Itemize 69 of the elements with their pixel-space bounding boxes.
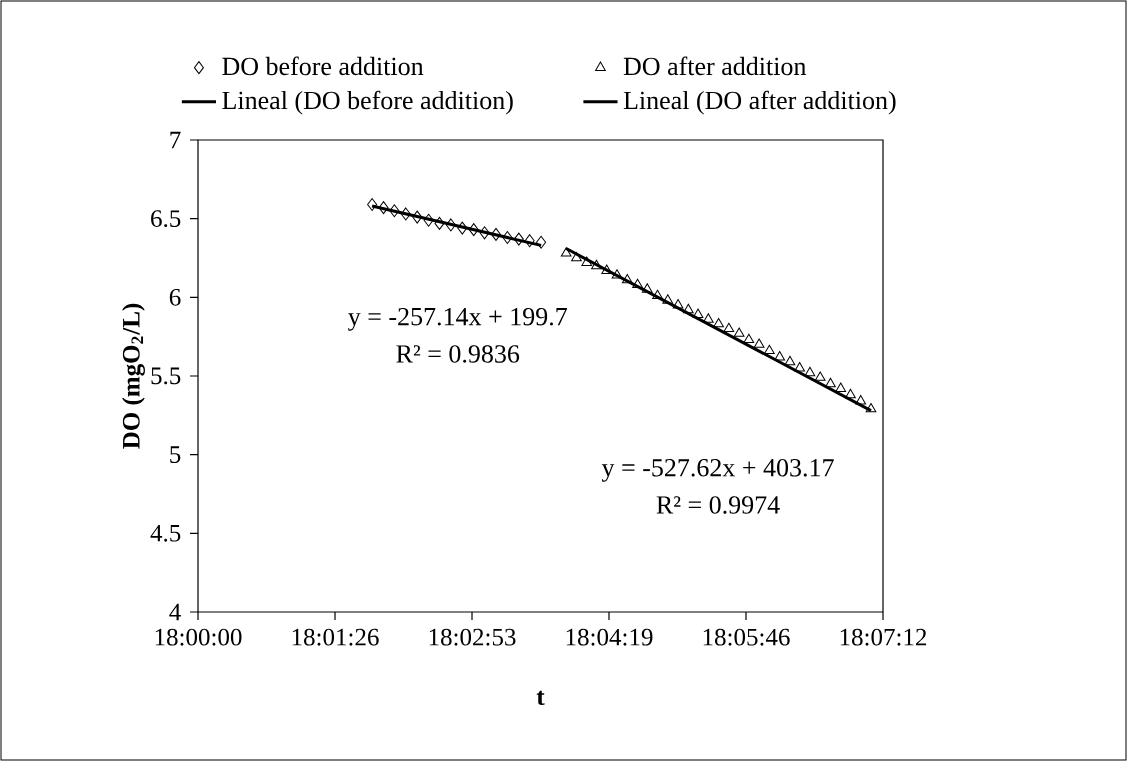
point	[423, 213, 434, 227]
annotation: y = -257.14x + 199.7	[348, 307, 567, 331]
point	[845, 388, 856, 399]
point	[536, 235, 547, 249]
point	[400, 207, 411, 221]
point	[764, 344, 775, 355]
point	[632, 278, 643, 289]
point	[865, 402, 877, 413]
point	[513, 232, 524, 246]
point	[412, 210, 423, 224]
point	[389, 204, 400, 218]
legend-label: DO after addition	[623, 56, 807, 76]
y-tick-label: 7	[170, 131, 181, 149]
point	[378, 201, 389, 215]
point	[611, 269, 623, 279]
point	[825, 377, 836, 388]
x-tick-label: 18:04:19	[566, 628, 653, 646]
y-tick-label: 4	[169, 603, 181, 621]
point	[814, 371, 826, 381]
point	[804, 366, 816, 377]
x-tick-label: 18:01:26	[292, 628, 379, 646]
point	[479, 226, 490, 240]
x-tick-label: 18:05:46	[703, 628, 790, 646]
point	[652, 289, 663, 300]
point	[702, 313, 714, 323]
x-tick-label: 18:00:00	[155, 628, 242, 646]
legend-label: Lineal (DO before addition)	[222, 90, 513, 115]
point	[662, 294, 674, 304]
point	[581, 256, 593, 267]
y-tick-label: 6.5	[151, 210, 181, 228]
point	[560, 247, 572, 257]
point	[774, 351, 786, 361]
point	[524, 234, 535, 248]
x-tick-label: 18:07:12	[840, 628, 927, 646]
point	[835, 382, 847, 392]
point	[457, 221, 468, 235]
annotation: R² = 0.9836	[396, 345, 520, 363]
point	[367, 198, 378, 211]
point	[502, 231, 513, 245]
legend-label: DO before addition	[222, 56, 424, 76]
point	[490, 227, 501, 241]
point	[784, 355, 796, 366]
point	[733, 327, 745, 337]
y-axis-title: DO (mgO$_{2}$/L)	[122, 303, 145, 449]
point	[682, 303, 694, 314]
point	[434, 216, 445, 230]
x-tick-label: 18:02:53	[429, 628, 516, 646]
point	[641, 283, 653, 293]
y-tick-label: 4.5	[150, 524, 181, 542]
y-tick-label: 5.5	[151, 367, 181, 385]
point	[672, 299, 684, 309]
point	[753, 338, 765, 348]
annotation: R² = 0.9974	[656, 496, 780, 514]
y-tick-label: 5	[170, 446, 181, 463]
point	[468, 223, 479, 237]
point	[621, 273, 633, 284]
point	[855, 395, 867, 405]
y-tick-label: 6	[169, 288, 181, 306]
x-axis-title: t	[536, 690, 545, 706]
annotation: y = -527.62x + 403.17	[601, 458, 834, 482]
point	[445, 218, 456, 232]
point	[723, 322, 735, 333]
point	[794, 362, 806, 372]
point	[571, 251, 582, 262]
point	[743, 333, 755, 344]
legend-label: Lineal (DO after addition)	[623, 90, 896, 115]
point	[692, 308, 704, 318]
point	[591, 259, 602, 270]
point	[713, 317, 724, 328]
